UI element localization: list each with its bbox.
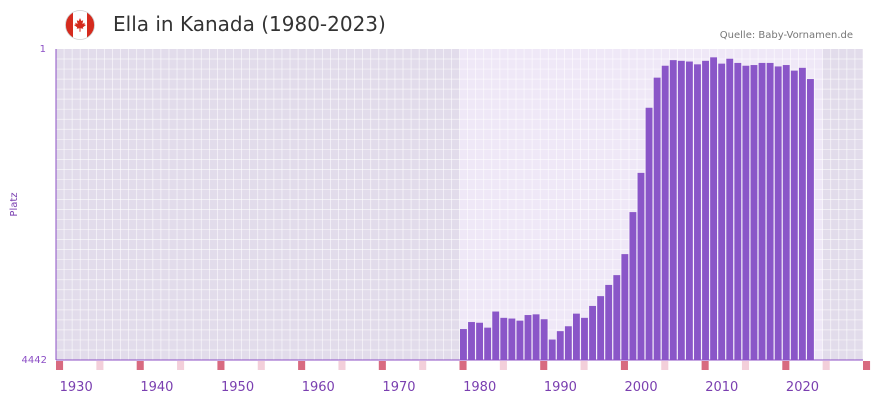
year-marker xyxy=(257,361,265,370)
x-tick-label: 1960 xyxy=(302,380,335,395)
year-marker xyxy=(620,361,628,370)
year-marker xyxy=(863,361,871,370)
axis-labels: 1 4442 Platz 1930 1940 1950 1960 1970 1980 1990 20… xyxy=(9,44,819,395)
source-credit: Quelle: Baby-Vornamen.de xyxy=(719,30,853,41)
x-tick-label: 1940 xyxy=(140,380,173,395)
bar-2010 xyxy=(718,63,726,361)
year-marker xyxy=(378,361,386,370)
year-marker xyxy=(217,361,225,370)
year-marker xyxy=(419,361,427,370)
bar-1996 xyxy=(605,284,613,360)
bar-2000 xyxy=(637,172,645,360)
year-marker xyxy=(338,361,346,370)
year-marker xyxy=(499,361,507,370)
bar-series xyxy=(460,57,814,361)
bar-1980 xyxy=(476,322,484,360)
x-tick-label: 2000 xyxy=(625,380,658,395)
bar-2018 xyxy=(782,65,790,360)
x-tick-label: 1950 xyxy=(221,380,254,395)
year-marker xyxy=(177,361,185,370)
bar-1999 xyxy=(629,212,637,360)
bar-2004 xyxy=(669,60,677,361)
bar-2003 xyxy=(661,65,669,360)
x-tick-label: 2020 xyxy=(786,380,819,395)
bar-2019 xyxy=(790,70,798,361)
bar-2006 xyxy=(685,61,693,360)
bar-2017 xyxy=(774,66,782,360)
year-marker xyxy=(56,361,64,370)
bar-2012 xyxy=(734,62,742,361)
year-marker xyxy=(580,361,588,370)
x-tick-label: 1980 xyxy=(463,380,496,395)
bar-2011 xyxy=(726,58,734,360)
bar-1983 xyxy=(500,317,508,360)
bar-2020 xyxy=(798,67,806,360)
bar-2007 xyxy=(694,64,701,360)
year-marker xyxy=(701,361,709,370)
year-marker xyxy=(459,361,467,370)
year-markers xyxy=(56,361,871,370)
year-marker xyxy=(661,361,669,370)
bar-1978 xyxy=(460,329,467,360)
bar-1994 xyxy=(589,305,596,360)
bar-2002 xyxy=(653,77,661,361)
y-tick-label: 4442 xyxy=(22,355,47,366)
year-marker xyxy=(741,361,750,370)
bar-1990 xyxy=(556,331,564,360)
bar-2009 xyxy=(710,57,718,360)
bar-1992 xyxy=(572,313,580,360)
bar-1995 xyxy=(597,296,605,360)
year-marker xyxy=(540,361,548,370)
year-marker xyxy=(298,361,306,370)
bar-2013 xyxy=(742,65,750,360)
y-axis-title: Platz xyxy=(9,192,20,216)
year-marker xyxy=(96,361,104,370)
x-tick-label: 1970 xyxy=(382,380,415,395)
bar-1984 xyxy=(508,318,516,360)
bar-2015 xyxy=(758,62,766,361)
x-tick-label: 2010 xyxy=(705,380,738,395)
bar-2001 xyxy=(645,107,653,360)
bar-1988 xyxy=(540,319,548,360)
page-title: Ella in Kanada (1980-2023) xyxy=(113,12,386,36)
bar-1979 xyxy=(468,322,475,360)
bar-2014 xyxy=(750,65,758,360)
bar-1981 xyxy=(484,327,492,360)
year-marker xyxy=(822,361,830,370)
bar-2008 xyxy=(702,60,709,360)
axes xyxy=(55,49,863,361)
year-marker xyxy=(136,361,144,370)
canada-flag-icon xyxy=(65,10,95,40)
plot-grid xyxy=(55,49,864,360)
bar-1991 xyxy=(564,326,572,360)
bar-1997 xyxy=(613,275,621,360)
bar-2016 xyxy=(766,62,774,361)
year-marker xyxy=(782,361,790,370)
x-tick-label: 1990 xyxy=(544,380,577,395)
bar-2005 xyxy=(677,60,685,360)
bar-1986 xyxy=(524,315,532,360)
bar-1998 xyxy=(621,254,629,360)
bar-1987 xyxy=(532,314,540,360)
x-tick-label: 1930 xyxy=(60,380,93,395)
bar-2021 xyxy=(807,79,814,361)
bar-1985 xyxy=(516,320,524,360)
bar-1989 xyxy=(548,339,556,360)
bar-1982 xyxy=(492,311,500,360)
y-tick-label: 1 xyxy=(40,44,46,55)
bar-1993 xyxy=(581,317,588,360)
